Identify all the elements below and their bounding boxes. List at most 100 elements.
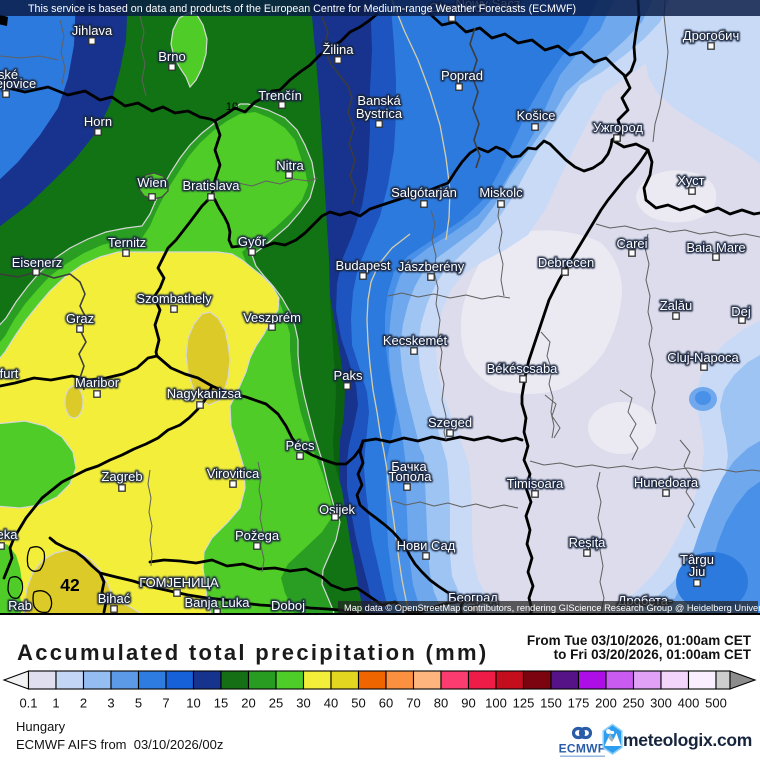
svg-text:Carei: Carei [616, 236, 647, 251]
svg-text:80: 80 [434, 696, 448, 711]
svg-text:Jihlava: Jihlava [72, 23, 113, 38]
svg-text:ejovice: ejovice [0, 76, 36, 91]
svg-text:Brno: Brno [158, 49, 185, 64]
svg-text:Dej: Dej [731, 304, 751, 319]
svg-text:7: 7 [162, 696, 169, 711]
svg-text:Nagykanizsa: Nagykanizsa [167, 386, 242, 401]
svg-text:1: 1 [52, 696, 59, 711]
svg-text:Miskolc: Miskolc [479, 185, 523, 200]
svg-text:10: 10 [186, 696, 200, 711]
svg-text:Dej: Dej [731, 304, 751, 319]
svg-text:Hunedoara: Hunedoara [634, 475, 699, 490]
svg-text:Jihlava: Jihlava [72, 23, 113, 38]
svg-text:Budapest: Budapest [336, 258, 391, 273]
svg-text:Osijek: Osijek [319, 502, 356, 517]
svg-text:Veszprém: Veszprém [243, 310, 301, 325]
svg-text:Maribor: Maribor [75, 375, 120, 390]
svg-text:ECMWF: ECMWF [559, 742, 606, 756]
svg-text:Хуст: Хуст [677, 173, 704, 188]
svg-text:Nitra: Nitra [276, 158, 304, 173]
svg-text:5: 5 [135, 696, 142, 711]
svg-text:2: 2 [80, 696, 87, 711]
svg-text:Топола: Топола [389, 469, 433, 484]
svg-text:15: 15 [214, 696, 228, 711]
svg-text:Pécs: Pécs [286, 438, 315, 453]
svg-text:Paks: Paks [334, 368, 363, 383]
svg-text:Salgótarján: Salgótarján [391, 185, 457, 200]
svg-text:Žilina: Žilina [322, 42, 354, 57]
svg-text:Győr: Győr [238, 234, 267, 249]
svg-text:Jiu: Jiu [689, 564, 706, 579]
svg-text:Bihać: Bihać [98, 591, 131, 606]
svg-text:Zalău: Zalău [660, 298, 693, 313]
svg-text:Cluj-Napoca: Cluj-Napoca [667, 350, 739, 365]
svg-text:Banská: Banská [357, 93, 401, 108]
svg-text:Doboj: Doboj [271, 598, 305, 613]
svg-text:Budapest: Budapest [336, 258, 391, 273]
svg-text:Zagreb: Zagreb [101, 469, 142, 484]
svg-text:Timișoara: Timișoara [507, 476, 564, 491]
svg-text:ské: ské [0, 67, 18, 82]
svg-text:Banja Luka: Banja Luka [184, 595, 250, 610]
svg-text:Banská: Banská [357, 93, 401, 108]
svg-text:meteologix.com: meteologix.com [623, 730, 752, 750]
svg-text:This service is based on data: This service is based on data and produc… [28, 3, 576, 15]
svg-text:Debrecen: Debrecen [538, 255, 594, 270]
svg-text:ГОМЈЕНИЦА: ГОМЈЕНИЦА [139, 575, 219, 590]
svg-text:25: 25 [269, 696, 283, 711]
svg-text:Bratislava: Bratislava [182, 178, 240, 193]
svg-text:Hunedoara: Hunedoara [634, 475, 699, 490]
svg-text:Нови Сад: Нови Сад [397, 538, 456, 553]
svg-text:Wien: Wien [137, 175, 167, 190]
svg-text:Cluj-Napoca: Cluj-Napoca [667, 350, 739, 365]
svg-text:Virovitica: Virovitica [207, 466, 260, 481]
svg-text:Jászberény: Jászberény [398, 259, 465, 274]
svg-text:ské: ské [0, 67, 18, 82]
svg-text:Brno: Brno [158, 49, 185, 64]
svg-text:Horn: Horn [84, 114, 112, 129]
svg-text:Nitra: Nitra [276, 158, 304, 173]
svg-text:Pécs: Pécs [286, 438, 315, 453]
svg-text:Бачка: Бачка [391, 459, 427, 474]
svg-text:42: 42 [60, 575, 80, 595]
svg-text:Дрогобич: Дрогобич [683, 28, 739, 43]
svg-text:Rab: Rab [8, 598, 32, 613]
svg-text:Bystrica: Bystrica [356, 106, 403, 121]
svg-text:Košice: Košice [516, 108, 555, 123]
svg-text:100: 100 [485, 696, 507, 711]
svg-text:250: 250 [623, 696, 645, 711]
svg-text:Bihać: Bihać [98, 591, 131, 606]
svg-text:Salgótarján: Salgótarján [391, 185, 457, 200]
svg-text:400: 400 [678, 696, 700, 711]
svg-text:Топола: Топола [389, 469, 433, 484]
svg-text:Trenčín: Trenčín [258, 88, 302, 103]
svg-text:Graz: Graz [66, 311, 94, 326]
svg-text:40: 40 [200, 388, 212, 400]
svg-text:furt: furt [0, 366, 19, 381]
svg-text:Zalău: Zalău [660, 298, 693, 313]
svg-text:eka: eka [0, 527, 18, 542]
svg-text:Győr: Győr [238, 234, 267, 249]
svg-text:50: 50 [351, 696, 365, 711]
svg-text:Osijek: Osijek [319, 502, 356, 517]
svg-text:Békéscsaba: Békéscsaba [487, 361, 559, 376]
svg-text:Szeged: Szeged [428, 415, 472, 430]
svg-text:Map data © OpenStreetMap contr: Map data © OpenStreetMap contributors, r… [344, 603, 760, 613]
svg-text:Rab: Rab [8, 598, 32, 613]
svg-text:Carei: Carei [616, 236, 647, 251]
svg-text:Zagreb: Zagreb [101, 469, 142, 484]
svg-text:Bystrica: Bystrica [356, 106, 403, 121]
svg-text:Ternitz: Ternitz [108, 235, 146, 250]
svg-text:125: 125 [513, 696, 535, 711]
svg-text:Žilina: Žilina [322, 42, 354, 57]
svg-text:200: 200 [595, 696, 617, 711]
svg-text:Wien: Wien [137, 175, 167, 190]
svg-text:eka: eka [0, 527, 18, 542]
svg-text:500: 500 [705, 696, 727, 711]
svg-text:3: 3 [107, 696, 114, 711]
svg-text:Szombathely: Szombathely [136, 291, 212, 306]
svg-text:Timișoara: Timișoara [507, 476, 564, 491]
svg-text:Бачка: Бачка [391, 459, 427, 474]
svg-text:Graz: Graz [66, 311, 94, 326]
svg-text:Bratislava: Bratislava [182, 178, 240, 193]
